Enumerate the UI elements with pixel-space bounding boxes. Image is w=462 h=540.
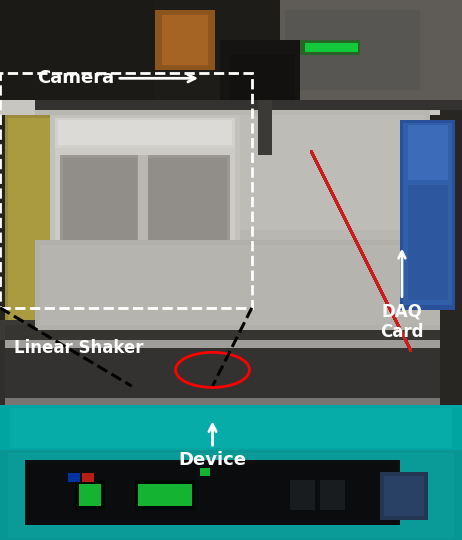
Text: Linear Shaker: Linear Shaker [14, 339, 143, 357]
Text: Device: Device [178, 424, 247, 469]
Text: DAQ
Card: DAQ Card [380, 252, 424, 341]
Text: Camera: Camera [37, 69, 195, 87]
Bar [0, 73, 252, 308]
